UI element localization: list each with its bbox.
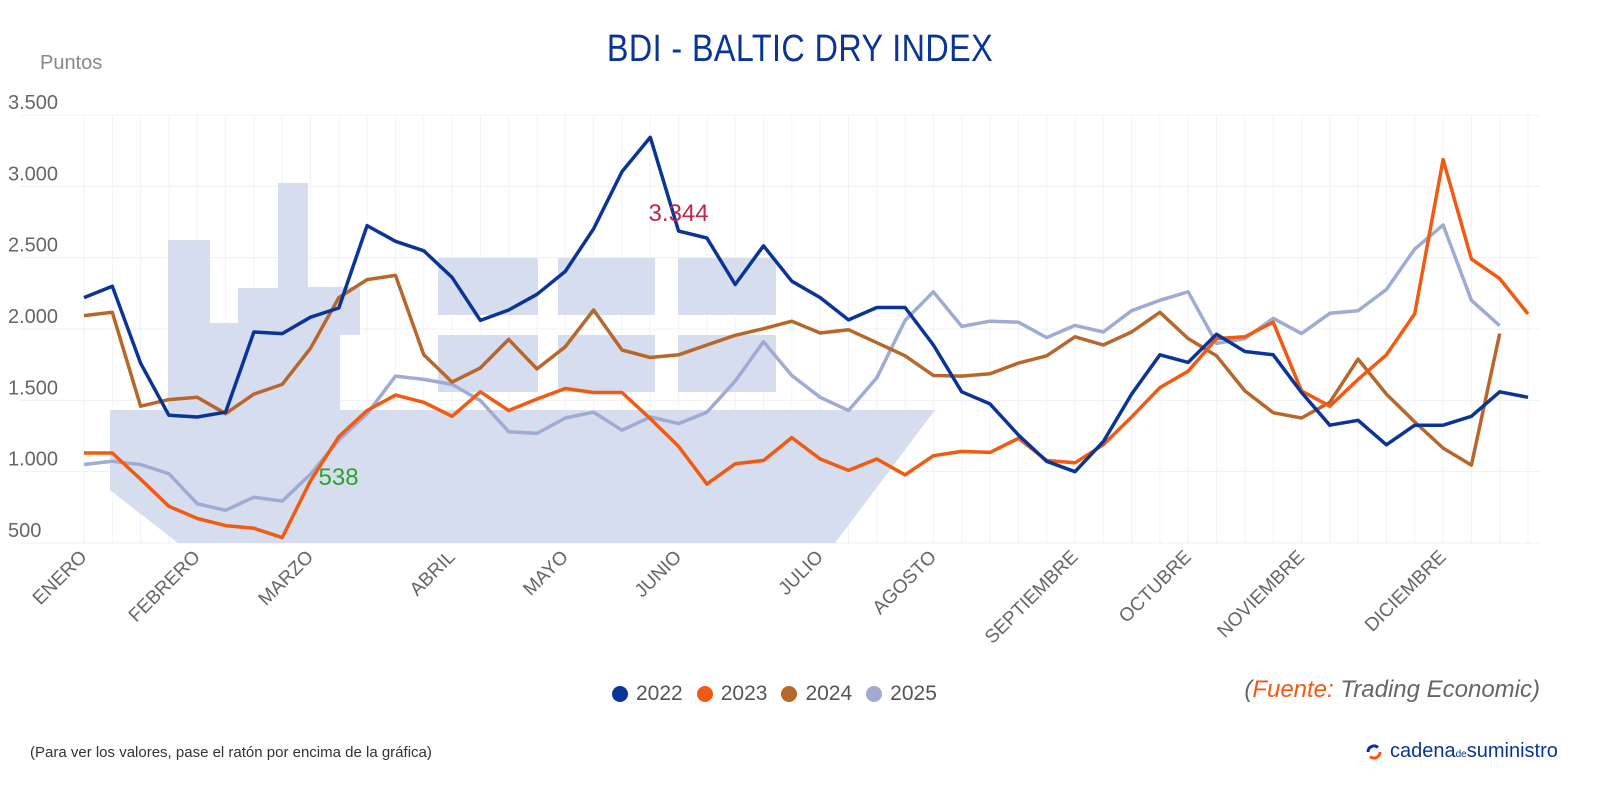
- y-tick-label: 1.000: [8, 449, 58, 471]
- legend-item-2023[interactable]: 2023: [696, 682, 768, 706]
- series-line-2023[interactable]: [84, 157, 1530, 540]
- x-tick-label: NOVIEMBRE: [1214, 547, 1309, 642]
- legend-marker: [866, 686, 883, 702]
- legend-label: 2024: [805, 682, 853, 705]
- legend-marker: [781, 686, 798, 702]
- series-line-2022[interactable]: [83, 135, 1529, 474]
- y-tick-label: 3.500: [8, 92, 58, 114]
- y-tick-label: 1.500: [8, 377, 58, 399]
- y-tick-label: 3.000: [8, 163, 58, 185]
- x-tick-label: JUNIO: [631, 547, 686, 602]
- x-tick-label: AGOSTO: [869, 547, 941, 619]
- legend-marker: [612, 686, 628, 702]
- legend-label: 2023: [720, 682, 768, 705]
- series-line-2025[interactable]: [83, 223, 1501, 513]
- ship-watermark: [110, 183, 935, 543]
- y-axis-label: Puntos: [40, 52, 103, 74]
- legend-label: 2022: [636, 682, 683, 705]
- x-tick-label: ENERO: [29, 547, 92, 610]
- legend-label: 2025: [890, 682, 937, 705]
- x-tick-label: MARZO: [255, 547, 318, 610]
- x-tick-label: FEBRERO: [125, 547, 205, 627]
- data-label-2023: 538: [319, 464, 359, 491]
- x-tick-label: OCTUBRE: [1115, 547, 1196, 628]
- x-tick-label: ABRIL: [406, 547, 460, 601]
- y-tick-label: 500: [8, 520, 41, 542]
- logo: cadenadesuministro: [1364, 740, 1558, 763]
- x-tick-label: SEPTIEMBRE: [981, 547, 1082, 648]
- legend-item-2024[interactable]: 2024: [781, 682, 852, 706]
- chart-title: BDI - BALTIC DRY INDEX: [606, 28, 994, 70]
- legend-item-2022[interactable]: 2022: [612, 682, 683, 706]
- data-label-2025: 2.023: [1496, 0, 1556, 6]
- y-tick-label: 2.000: [8, 306, 58, 328]
- x-tick-label: JULIO: [775, 547, 828, 600]
- legend-item-2025[interactable]: 2025: [866, 682, 937, 706]
- refresh-arrows-icon: [1366, 743, 1382, 760]
- x-tick-label: MAYO: [519, 547, 572, 600]
- data-label-2022: 3.344: [649, 200, 709, 227]
- series-line-2024[interactable]: [83, 273, 1502, 467]
- hover-hint: (Para ver los valores, pase el ratón por…: [30, 744, 432, 761]
- legend-marker: [696, 686, 713, 702]
- x-tick-label: DICIEMBRE: [1361, 547, 1451, 637]
- source-credit: (Fuente: Trading Economic): [1244, 676, 1540, 703]
- y-tick-label: 2.500: [8, 235, 58, 257]
- legend: 2022 2023 2024 2025: [612, 682, 937, 706]
